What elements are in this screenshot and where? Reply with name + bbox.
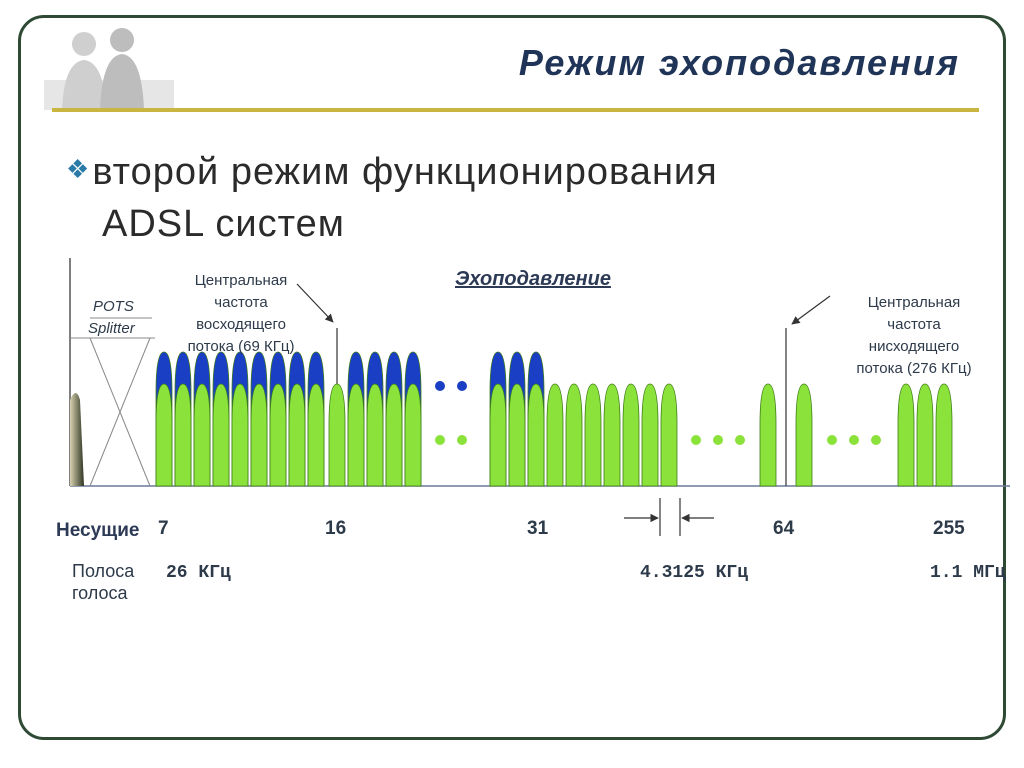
voice-band-line-1: Полоса <box>72 561 135 581</box>
downstream-carrier-a3 <box>212 383 230 487</box>
downstream-carrier-a6 <box>269 383 287 487</box>
downstream-carrier-d0 <box>897 383 915 487</box>
carrier-tick-255: 255 <box>933 518 965 539</box>
downstream-carrier-b8 <box>641 383 659 487</box>
freq-26-label: 26 КГц <box>166 563 231 583</box>
diamond-bullet-icon: ❖ <box>66 154 91 184</box>
carrier-tick-7: 7 <box>158 518 169 539</box>
upstream-label-line-3: восходящего <box>196 316 286 333</box>
downstream-carrier-c1 <box>795 383 813 487</box>
downstream-carrier-a0 <box>155 383 173 487</box>
downstream-carrier-a12 <box>385 383 403 487</box>
downstream-label-line-1: Центральная <box>867 294 961 311</box>
downstream-carrier-a9 <box>328 383 346 487</box>
splitter-cross-line-b <box>89 337 151 487</box>
downstream-carrier-a1 <box>174 383 192 487</box>
downstream-carrier-a4 <box>231 383 249 487</box>
voice-band-line-2: голоса <box>72 583 128 603</box>
downstream-gap-dot-m2 <box>735 435 745 445</box>
downstream-carrier-b2 <box>527 383 545 487</box>
upstream-gap-dot-1 <box>435 381 445 391</box>
people-silhouette-logo <box>44 28 174 110</box>
carrier-tick-64: 64 <box>773 518 795 539</box>
downstream-gap-dot-m1 <box>713 435 723 445</box>
slide-title: Режим эхоподавления <box>518 42 960 83</box>
bullet-line-1: второй режим функционирования <box>92 151 718 193</box>
downstream-carrier-b3 <box>546 383 564 487</box>
upstream-gap-dot-2 <box>457 381 467 391</box>
downstream-gap-dot-n2 <box>871 435 881 445</box>
carrier-group <box>155 351 953 487</box>
downstream-carrier-b5 <box>584 383 602 487</box>
splitter-label: Splitter <box>88 320 135 337</box>
freq-spacing-label: 4.3125 КГц <box>640 563 749 583</box>
downstream-carrier-b4 <box>565 383 583 487</box>
downstream-carrier-b9 <box>660 383 678 487</box>
pots-label: POTS <box>93 298 134 315</box>
downstream-carrier-a7 <box>288 383 306 487</box>
downstream-gap-dot-1 <box>435 435 445 445</box>
downstream-carrier-b6 <box>603 383 621 487</box>
downstream-label-line-2: частота <box>887 316 941 333</box>
downstream-carrier-a10 <box>347 383 365 487</box>
voice-band-label: Полоса голоса <box>72 560 134 604</box>
downstream-carrier-a8 <box>307 383 325 487</box>
carriers-label: Несущие <box>56 520 140 541</box>
bullet-item: ❖второй режим функционирования ADSL сист… <box>66 143 926 250</box>
voice-band-shape <box>70 393 84 486</box>
echo-cancel-label: Эхоподавление <box>455 268 611 290</box>
upstream-label-line-2: частота <box>214 294 268 311</box>
downstream-carrier-b0 <box>489 383 507 487</box>
downstream-gap-dot-m0 <box>691 435 701 445</box>
downstream-label-line-4: потока (276 КГц) <box>856 360 972 377</box>
upstream-center-arrow <box>296 283 334 323</box>
downstream-center-arrow <box>791 295 831 325</box>
downstream-gap-dot-n1 <box>849 435 859 445</box>
downstream-carrier-b1 <box>508 383 526 487</box>
carrier-tick-16: 16 <box>325 518 347 539</box>
downstream-carrier-a2 <box>193 383 211 487</box>
downstream-carrier-a11 <box>366 383 384 487</box>
downstream-carrier-d1 <box>916 383 934 487</box>
title-underline <box>52 108 979 112</box>
downstream-carrier-a5 <box>250 383 268 487</box>
freq-max-label: 1.1 МГц <box>930 563 1006 583</box>
bullet-line-2: ADSL систем <box>102 203 345 245</box>
downstream-label-line-3: нисходящего <box>868 338 960 355</box>
downstream-gap-dot-2 <box>457 435 467 445</box>
downstream-carrier-a13 <box>404 383 422 487</box>
downstream-carrier-b7 <box>622 383 640 487</box>
upstream-center-label: Центральная частота восходящего потока (… <box>166 270 316 358</box>
upstream-label-line-4: потока (69 КГц) <box>187 338 295 355</box>
upstream-label-line-1: Центральная <box>194 272 288 289</box>
downstream-center-label: Центральная частота нисходящего потока (… <box>832 292 996 380</box>
downstream-carrier-d2 <box>935 383 953 487</box>
downstream-gap-dot-n0 <box>827 435 837 445</box>
downstream-carrier-c0 <box>759 383 777 487</box>
slide-frame <box>18 15 1006 740</box>
carrier-tick-31: 31 <box>527 518 549 539</box>
